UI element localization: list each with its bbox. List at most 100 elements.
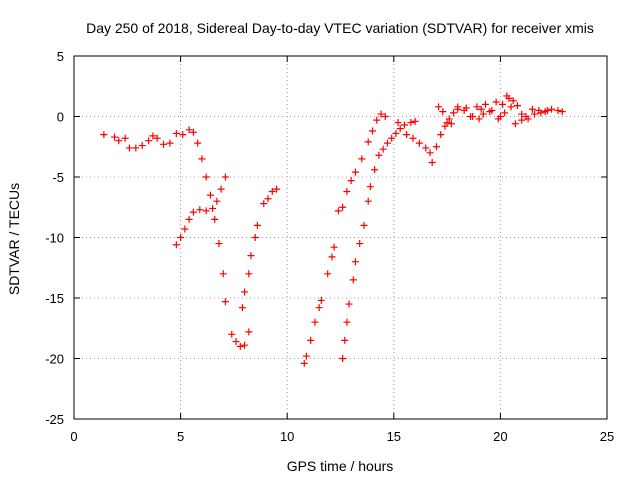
- data-point: [153, 134, 161, 142]
- data-point: [475, 115, 483, 123]
- data-point: [172, 241, 180, 249]
- series-arc-late: [394, 94, 566, 151]
- y-axis-title: SDTVAR / TECUs: [6, 183, 22, 295]
- data-point: [241, 341, 249, 349]
- data-point: [432, 143, 440, 151]
- data-point: [236, 342, 244, 350]
- data-point: [373, 116, 381, 124]
- y-tick-label: -20: [45, 352, 64, 367]
- data-point: [366, 183, 374, 191]
- data-point: [426, 149, 434, 157]
- x-tick-label: 10: [280, 429, 294, 444]
- data-point: [524, 115, 532, 123]
- data-point: [435, 103, 443, 111]
- data-point: [477, 105, 485, 113]
- data-point: [121, 134, 129, 142]
- data-point: [381, 113, 389, 120]
- data-point: [328, 253, 336, 261]
- data-point: [253, 221, 261, 229]
- data-point: [166, 139, 174, 147]
- data-point: [486, 108, 494, 116]
- data-point: [209, 204, 217, 212]
- data-point: [260, 200, 268, 208]
- data-point: [185, 215, 193, 223]
- y-tick-label: -15: [45, 291, 64, 306]
- x-tick-label: 15: [387, 429, 401, 444]
- data-point: [375, 151, 383, 159]
- data-point: [364, 138, 372, 146]
- data-point: [219, 270, 227, 278]
- data-point: [351, 258, 359, 266]
- data-point: [111, 133, 119, 141]
- data-point: [339, 355, 347, 362]
- data-point: [347, 177, 355, 185]
- data-point: [392, 129, 400, 137]
- data-point: [245, 328, 253, 336]
- data-point: [132, 144, 140, 152]
- data-points: [100, 92, 566, 367]
- data-point: [415, 139, 423, 147]
- data-point: [394, 119, 402, 127]
- data-point: [251, 234, 259, 241]
- data-point: [339, 203, 347, 211]
- data-point: [330, 243, 338, 251]
- data-point: [221, 298, 229, 306]
- data-point: [211, 215, 219, 223]
- series-arc-late-b: [435, 92, 551, 128]
- y-tick-label: 0: [57, 110, 64, 125]
- data-point: [360, 221, 368, 229]
- data-point: [409, 134, 417, 142]
- data-point: [403, 131, 411, 139]
- y-tick-label: 5: [57, 49, 64, 64]
- data-point: [371, 166, 379, 174]
- series-arc-rise-a: [172, 173, 229, 249]
- data-point: [100, 131, 108, 139]
- series-arc-early: [100, 126, 229, 306]
- data-point: [492, 98, 500, 106]
- data-point: [443, 119, 451, 127]
- data-point: [437, 131, 445, 139]
- data-point: [317, 296, 325, 304]
- data-point: [558, 108, 566, 116]
- data-point: [388, 134, 396, 142]
- data-point: [228, 330, 236, 338]
- data-point: [206, 191, 214, 199]
- data-point: [202, 207, 210, 215]
- data-point: [264, 195, 272, 203]
- x-tick-label: 25: [600, 429, 614, 444]
- data-point: [172, 129, 180, 137]
- data-point: [396, 125, 404, 133]
- data-point: [345, 300, 353, 308]
- data-point: [473, 103, 481, 111]
- data-point: [528, 105, 536, 113]
- data-point: [343, 188, 351, 196]
- data-point: [247, 252, 255, 260]
- data-point: [422, 144, 430, 152]
- data-point: [125, 144, 133, 152]
- data-point: [196, 206, 204, 214]
- data-point: [507, 103, 515, 111]
- data-point: [189, 128, 197, 136]
- data-point: [439, 108, 447, 116]
- data-point: [543, 106, 551, 114]
- data-point: [548, 105, 556, 113]
- data-point: [509, 97, 517, 105]
- data-point: [518, 116, 526, 124]
- data-point: [449, 109, 457, 117]
- data-point: [241, 288, 249, 296]
- series-arc-trough-a: [228, 328, 253, 350]
- data-point: [179, 131, 187, 139]
- data-point: [202, 173, 210, 181]
- x-tick-label: 0: [70, 429, 77, 444]
- data-point: [479, 110, 487, 118]
- data-point: [213, 197, 221, 205]
- series-arc-rise-e: [334, 110, 389, 215]
- data-point: [383, 139, 391, 147]
- series-arc-rise-c: [300, 296, 325, 367]
- data-point: [300, 359, 308, 367]
- data-point: [400, 121, 408, 129]
- data-point: [499, 100, 507, 108]
- data-point: [554, 106, 562, 114]
- data-point: [356, 240, 364, 248]
